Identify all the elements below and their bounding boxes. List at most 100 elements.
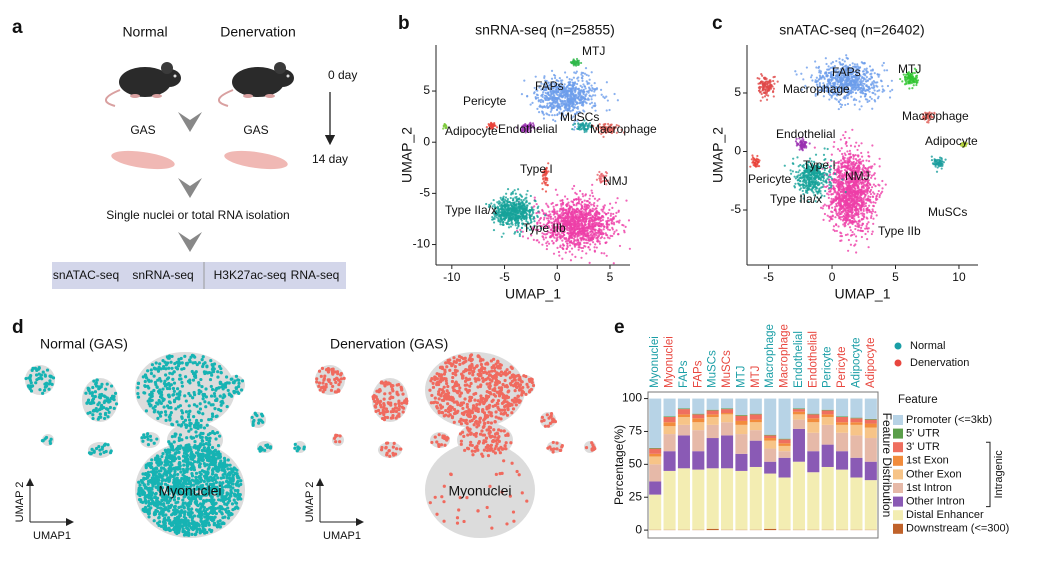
cell-dot [543,117,545,119]
cell-dot [569,82,571,84]
cell-dot [876,214,878,216]
cell-dot [583,89,585,91]
cell-dot [551,240,553,242]
cell-dot [560,207,562,209]
cell-dot [845,234,847,236]
cell-dot [579,234,581,236]
cell-dot [555,240,557,242]
cell-dot [523,80,525,82]
cell-dot [586,232,588,234]
cell-dot [866,187,868,189]
cell-dot [576,58,578,60]
cell-dot [826,193,828,195]
cell-dot [857,86,859,88]
cell-dot [619,220,621,222]
x-axis-label: UMAP_1 [505,286,561,302]
cell-dot [574,223,576,225]
mouse-icon [219,62,294,106]
cell-dot [851,200,853,202]
cell-dot [583,93,585,95]
cell-dot [505,196,507,198]
cell-dot [844,206,846,208]
cell-dot [852,193,854,195]
cell-dot [847,58,849,60]
cell-dot [858,145,860,147]
cell-dot [859,189,861,191]
cell-dot [586,90,588,92]
cell-dot [583,238,585,240]
cell-dot [564,71,566,73]
cell-dot [566,242,568,244]
cell-dot [578,98,580,100]
cell-dot [526,95,528,97]
cell-dot [842,134,844,136]
cell-dot [535,212,537,214]
cell-dot [617,99,619,101]
cell-dot [851,221,853,223]
cell-dot [845,161,847,163]
cell-dot [887,85,889,87]
cell-dot [606,109,608,111]
cell-dot [571,211,573,213]
cell-dot [612,213,614,215]
cell-dot [784,165,786,167]
cell-dot [596,246,598,248]
cell-dot [581,250,583,252]
cell-dot [848,157,850,159]
cell-dot [866,76,868,78]
cell-dot [870,189,872,191]
cell-dot [835,209,837,211]
cell-dot [529,202,531,204]
cell-dot [613,233,615,235]
cell-dot [873,163,875,165]
cell-dot [596,234,598,236]
cell-dot [594,250,596,252]
cell-dot [871,208,873,210]
cell-dot [561,247,563,249]
cell-dot [842,192,844,194]
cell-dot [815,66,817,68]
cell-dot [584,194,586,196]
cell-dot [838,168,840,170]
cluster-label: Type IIb [523,221,566,235]
cell-dot [814,60,816,62]
cell-dot [526,205,528,207]
cell-dot [849,195,851,197]
cell-dot [569,94,571,96]
cell-dot [593,205,595,207]
cell-dot [823,76,825,78]
cell-dot [847,250,849,252]
cell-dot [610,215,612,217]
cell-dot [878,74,880,76]
cell-dot [866,211,868,213]
cell-dot [838,208,840,210]
cell-dot [860,207,862,209]
cell-dot [848,153,850,155]
cell-dot [873,174,875,176]
cell-dot [554,114,556,116]
cell-dot [526,190,528,192]
cell-dot [849,150,851,152]
cell-dot [602,219,604,221]
cell-dot [571,253,573,255]
cell-dot [834,98,836,100]
cluster-label: Pericyte [463,94,507,108]
mouse-icon [106,62,181,106]
cell-dot [835,191,837,193]
cell-dot [594,102,596,104]
cell-dot [572,88,574,90]
cell-dot [550,218,552,220]
cell-dot [814,146,816,148]
cell-dot [874,211,876,213]
cell-dot [583,226,585,228]
cell-dot [845,143,847,145]
cell-dot [526,217,528,219]
cell-dot [552,206,554,208]
cell-dot [570,225,572,227]
cell-dot [585,204,587,206]
cell-dot [847,103,849,105]
cell-dot [589,243,591,245]
cell-dot [583,211,585,213]
cell-dot [869,96,871,98]
